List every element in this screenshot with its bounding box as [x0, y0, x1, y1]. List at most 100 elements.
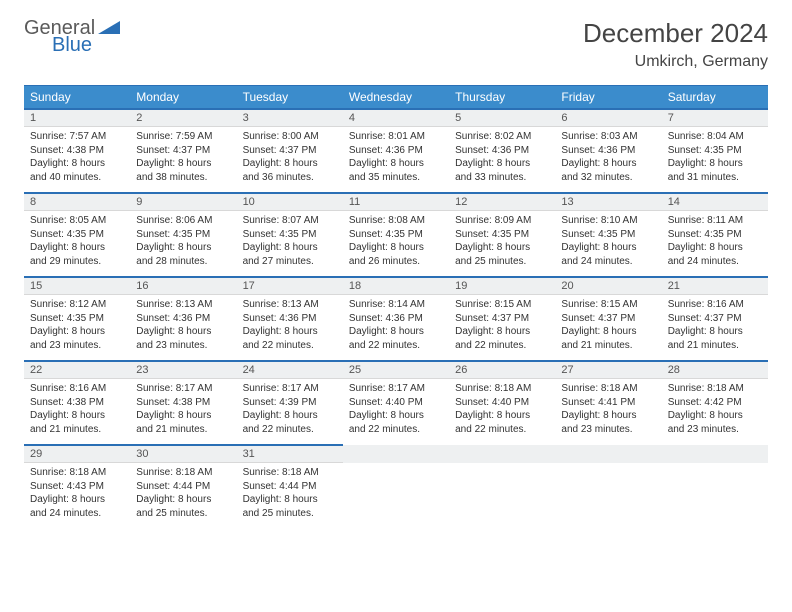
day-number [343, 445, 449, 463]
sunset-text: Sunset: 4:36 PM [455, 144, 549, 158]
day-number: 18 [343, 277, 449, 295]
detail-row: Sunrise: 8:05 AMSunset: 4:35 PMDaylight:… [24, 211, 768, 278]
day-detail: Sunrise: 8:05 AMSunset: 4:35 PMDaylight:… [24, 211, 130, 278]
sunset-text: Sunset: 4:38 PM [136, 396, 230, 410]
sunset-text: Sunset: 4:42 PM [668, 396, 762, 410]
day-detail: Sunrise: 8:00 AMSunset: 4:37 PMDaylight:… [237, 127, 343, 194]
day-number: 4 [343, 109, 449, 127]
day-detail: Sunrise: 8:12 AMSunset: 4:35 PMDaylight:… [24, 295, 130, 362]
day-detail [555, 463, 661, 529]
weekday-header: Sunday [24, 86, 130, 110]
sunset-text: Sunset: 4:40 PM [349, 396, 443, 410]
daylight-text-1: Daylight: 8 hours [30, 409, 124, 423]
daylight-text-1: Daylight: 8 hours [243, 241, 337, 255]
detail-row: Sunrise: 8:12 AMSunset: 4:35 PMDaylight:… [24, 295, 768, 362]
daylight-text-2: and 38 minutes. [136, 171, 230, 185]
day-detail: Sunrise: 8:18 AMSunset: 4:41 PMDaylight:… [555, 379, 661, 446]
sunset-text: Sunset: 4:37 PM [561, 312, 655, 326]
sunrise-text: Sunrise: 8:18 AM [455, 382, 549, 396]
daylight-text-1: Daylight: 8 hours [136, 157, 230, 171]
day-detail: Sunrise: 8:10 AMSunset: 4:35 PMDaylight:… [555, 211, 661, 278]
daylight-text-1: Daylight: 8 hours [668, 157, 762, 171]
daynum-row: 22232425262728 [24, 361, 768, 379]
detail-row: Sunrise: 8:18 AM Sunset: 4:43 PMDaylight:… [24, 463, 768, 529]
sunset-text: Sunset: 4:43 PM [30, 480, 124, 494]
daylight-text-2: and 22 minutes. [455, 339, 549, 353]
sunrise-text: Sunrise: 8:00 AM [243, 130, 337, 144]
day-number: 17 [237, 277, 343, 295]
sunrise-text: Sunrise: 8:16 AM [30, 382, 124, 396]
sunrise-text: Sunrise: 8:17 AM [349, 382, 443, 396]
sunrise-text: Sunrise: 8:07 AM [243, 214, 337, 228]
sunrise-text: Sunrise: 8:09 AM [455, 214, 549, 228]
day-number: 28 [662, 361, 768, 379]
sunrise-text: Sunrise: 8:02 AM [455, 130, 549, 144]
daylight-text-1: Daylight: 8 hours [561, 241, 655, 255]
day-detail: Sunrise: 8:18 AMSunset: 4:42 PMDaylight:… [662, 379, 768, 446]
day-detail: Sunrise: 8:08 AMSunset: 4:35 PMDaylight:… [343, 211, 449, 278]
daynum-row: 15161718192021 [24, 277, 768, 295]
daylight-text-2: and 25 minutes. [455, 255, 549, 269]
weekday-header: Monday [130, 86, 236, 110]
daylight-text-1: Daylight: 8 hours [561, 325, 655, 339]
daylight-text-2: and 21 minutes. [561, 339, 655, 353]
daylight-text-1: Daylight: 8 hours [243, 325, 337, 339]
daylight-text-1: Daylight: 8 hours [30, 157, 124, 171]
day-number: 6 [555, 109, 661, 127]
day-detail: Sunrise: 7:59 AMSunset: 4:37 PMDaylight:… [130, 127, 236, 194]
day-detail: Sunrise: 8:03 AMSunset: 4:36 PMDaylight:… [555, 127, 661, 194]
sunrise-text: Sunrise: 8:12 AM [30, 298, 124, 312]
weekday-header: Friday [555, 86, 661, 110]
daylight-text-2: and 25 minutes. [243, 507, 337, 521]
daylight-text-2: and 21 minutes. [30, 423, 124, 437]
daylight-text-2: and 40 minutes. [30, 171, 124, 185]
brand-part2: Blue [52, 36, 120, 55]
daylight-text-2: and 33 minutes. [455, 171, 549, 185]
day-detail [662, 463, 768, 529]
sunrise-text: Sunrise: 8:18 AM [136, 466, 230, 480]
day-number: 10 [237, 193, 343, 211]
daylight-text-1: Daylight: 8 hours [668, 409, 762, 423]
sunset-text: Sunset: 4:44 PM [243, 480, 337, 494]
daylight-text-2: and 23 minutes. [30, 339, 124, 353]
daylight-text-2: and 28 minutes. [136, 255, 230, 269]
day-detail: Sunrise: 8:11 AMSunset: 4:35 PMDaylight:… [662, 211, 768, 278]
sunset-text: Sunset: 4:35 PM [668, 144, 762, 158]
day-number: 3 [237, 109, 343, 127]
daylight-text-2: and 23 minutes. [668, 423, 762, 437]
daylight-text-1: Daylight: 8 hours [30, 241, 124, 255]
detail-row: Sunrise: 7:57 AMSunset: 4:38 PMDaylight:… [24, 127, 768, 194]
sunset-text: Sunset: 4:36 PM [349, 144, 443, 158]
sunrise-text: Sunrise: 8:13 AM [243, 298, 337, 312]
sunrise-text: Sunrise: 8:01 AM [349, 130, 443, 144]
sunrise-text: Sunrise: 8:04 AM [668, 130, 762, 144]
sunrise-text: Sunrise: 7:57 AM [30, 130, 124, 144]
day-detail: Sunrise: 8:18 AMSunset: 4:40 PMDaylight:… [449, 379, 555, 446]
daylight-text-1: Daylight: 8 hours [561, 157, 655, 171]
daylight-text-1: Daylight: 8 hours [30, 493, 124, 507]
day-detail: Sunrise: 7:57 AMSunset: 4:38 PMDaylight:… [24, 127, 130, 194]
sunset-text: Sunset: 4:39 PM [243, 396, 337, 410]
day-number: 11 [343, 193, 449, 211]
sunrise-text: Sunrise: 8:16 AM [668, 298, 762, 312]
weekday-header: Wednesday [343, 86, 449, 110]
calendar-table: Sunday Monday Tuesday Wednesday Thursday… [24, 85, 768, 528]
day-number: 22 [24, 361, 130, 379]
day-number: 27 [555, 361, 661, 379]
day-number: 25 [343, 361, 449, 379]
sunrise-text: Sunrise: 8:17 AM [243, 382, 337, 396]
day-number: 30 [130, 445, 236, 463]
sunset-text: Sunset: 4:35 PM [561, 228, 655, 242]
title-block: December 2024 Umkirch, Germany [583, 18, 768, 71]
daynum-row: 293031 [24, 445, 768, 463]
detail-row: Sunrise: 8:16 AM Sunset: 4:38 PM Daylight:… [24, 379, 768, 446]
daylight-text-2: and 24 minutes. [668, 255, 762, 269]
sunrise-text: Sunrise: 8:11 AM [668, 214, 762, 228]
sunrise-text: Sunrise: 8:18 AM [561, 382, 655, 396]
daylight-text-1: Daylight: 8 hours [243, 409, 337, 423]
day-detail: Sunrise: 8:13 AMSunset: 4:36 PMDaylight:… [130, 295, 236, 362]
sunset-text: Sunset: 4:35 PM [349, 228, 443, 242]
daylight-text-2: and 22 minutes. [349, 339, 443, 353]
sunrise-text: Sunrise: 8:05 AM [30, 214, 124, 228]
sunrise-text: Sunrise: 8:15 AM [561, 298, 655, 312]
